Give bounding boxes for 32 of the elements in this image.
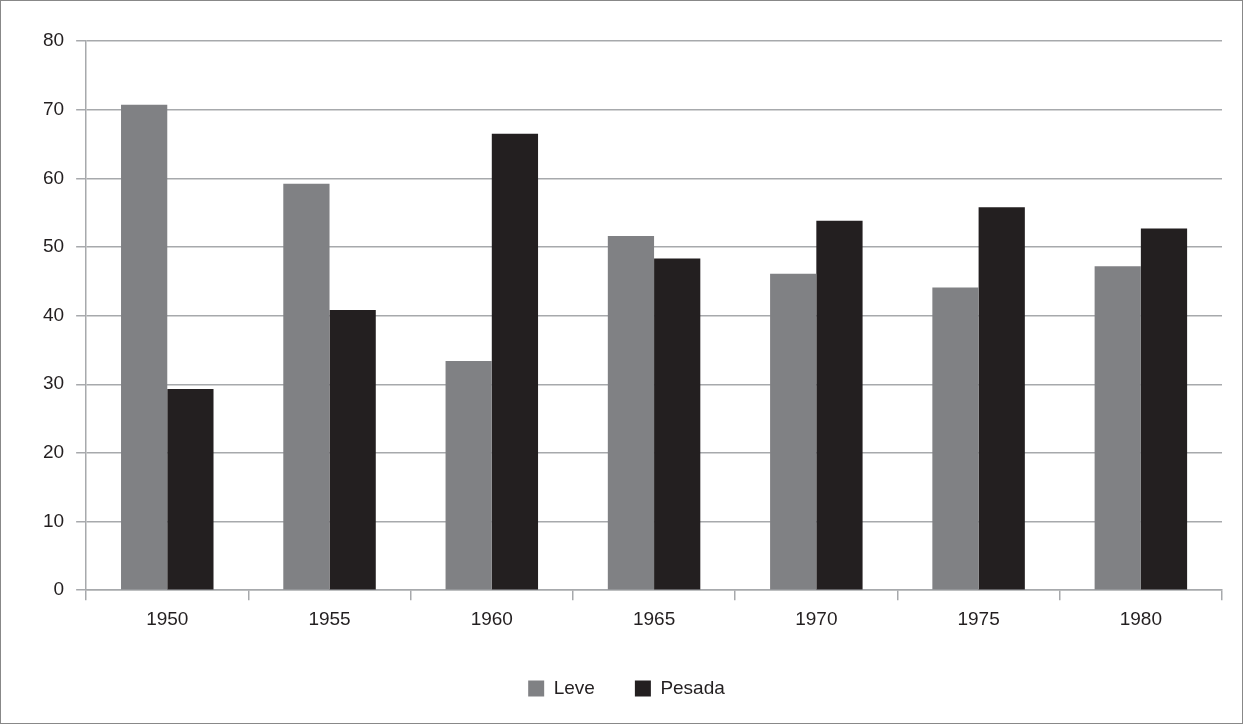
y-tick-label: 0	[53, 578, 65, 600]
bar	[978, 207, 1025, 590]
y-tick-label: 20	[42, 441, 65, 463]
bar	[932, 287, 979, 590]
y-tick-label: 50	[42, 235, 65, 257]
bar	[491, 133, 539, 590]
x-tick-label: 1955	[308, 607, 351, 629]
x-tick-label: 1975	[957, 607, 1000, 629]
bar	[445, 360, 492, 590]
y-tick-label: 30	[42, 372, 65, 394]
bar	[816, 220, 863, 590]
y-tick-label: 40	[42, 303, 65, 325]
bar	[329, 310, 376, 590]
bar	[167, 389, 214, 590]
y-tick-label: 70	[42, 97, 65, 119]
y-tick-label: 60	[42, 166, 65, 188]
bar	[607, 235, 655, 590]
bar	[283, 183, 330, 590]
bar	[770, 273, 817, 590]
bar	[1094, 266, 1141, 590]
legend-label: Leve	[553, 676, 595, 698]
bar	[121, 104, 168, 590]
x-tick-label: 1980	[1119, 607, 1163, 629]
x-tick-label: 1965	[632, 607, 676, 629]
y-tick-label: 80	[42, 29, 65, 51]
y-tick-label: 10	[42, 509, 65, 531]
x-tick-label: 1970	[795, 607, 838, 629]
legend-label: Pesada	[660, 676, 726, 698]
x-tick-label: 1950	[146, 607, 189, 629]
x-tick-label: 1960	[470, 607, 513, 629]
bar	[654, 258, 701, 590]
bar	[1140, 228, 1188, 590]
